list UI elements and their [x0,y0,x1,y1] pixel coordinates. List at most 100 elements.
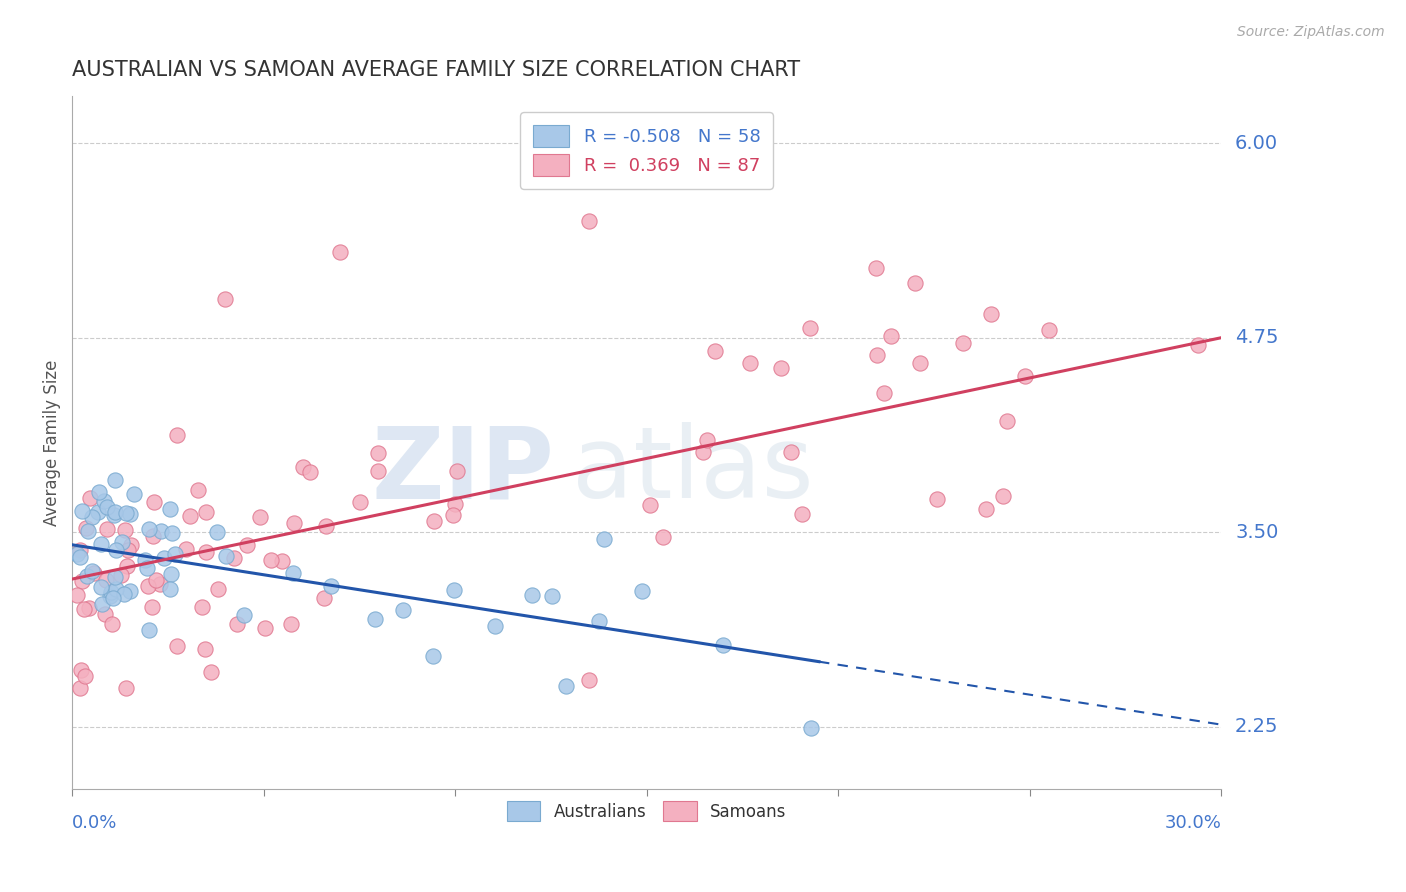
Point [122,487,145,501]
Point [441,508,464,523]
Point [740,356,762,370]
Point [484,618,506,632]
Point [588,614,610,628]
Point [76,520,98,534]
Point [90,580,112,594]
Point [1038,323,1060,337]
Point [367,464,389,478]
Point [696,433,718,447]
Point [114,523,136,537]
Text: 3.50: 3.50 [1234,523,1278,541]
Point [69,543,91,558]
Point [104,569,127,583]
Point [214,292,236,306]
Point [77,600,100,615]
Point [142,495,165,509]
Point [104,582,127,596]
Point [880,329,903,343]
Point [364,612,387,626]
Point [136,579,159,593]
Point [159,501,181,516]
Point [711,639,734,653]
Point [100,617,122,632]
Point [120,584,142,599]
Point [283,566,305,581]
Point [367,446,389,460]
Point [117,559,139,574]
Point [136,561,159,575]
Point [117,542,139,557]
Point [207,524,229,539]
Point [160,567,183,582]
Point [446,464,468,478]
Point [94,574,117,588]
Point [91,598,114,612]
Point [103,508,125,522]
Point [114,506,136,520]
Point [800,721,823,735]
Point [315,518,337,533]
Point [236,538,259,552]
Point [443,582,465,597]
Point [638,499,661,513]
Point [179,509,201,524]
Text: 6.00: 6.00 [1234,134,1278,153]
Point [195,544,218,558]
Point [134,553,156,567]
Legend: Australians, Samoans: Australians, Samoans [495,789,799,833]
Point [652,530,675,544]
Point [222,551,245,566]
Text: ZIP: ZIP [373,422,555,519]
Point [770,360,793,375]
Text: atlas: atlas [572,422,814,519]
Text: AUSTRALIAN VS SAMOAN AVERAGE FAMILY SIZE CORRELATION CHART: AUSTRALIAN VS SAMOAN AVERAGE FAMILY SIZE… [72,60,800,79]
Point [207,582,229,597]
Point [260,553,283,567]
Point [249,509,271,524]
Point [541,589,564,603]
Point [780,445,803,459]
Point [1187,338,1209,352]
Point [704,343,727,358]
Point [96,522,118,536]
Point [232,608,254,623]
Point [423,514,446,528]
Point [578,673,600,688]
Point [163,547,186,561]
Point [103,591,125,605]
Point [100,585,122,599]
Point [176,542,198,557]
Point [114,681,136,695]
Point [993,489,1015,503]
Point [90,536,112,550]
Point [104,505,127,519]
Text: 2.25: 2.25 [1234,717,1278,737]
Point [974,501,997,516]
Point [79,491,101,505]
Point [280,616,302,631]
Point [93,607,115,621]
Point [980,307,1002,321]
Y-axis label: Average Family Size: Average Family Size [44,359,60,526]
Point [138,623,160,637]
Point [873,386,896,401]
Point [1014,368,1036,383]
Point [391,602,413,616]
Point [66,547,89,561]
Point [329,245,352,260]
Point [319,579,342,593]
Point [194,641,217,656]
Point [578,214,600,228]
Text: Source: ZipAtlas.com: Source: ZipAtlas.com [1237,25,1385,39]
Point [187,483,209,498]
Point [98,589,121,603]
Point [70,574,93,588]
Point [87,505,110,519]
Point [69,663,91,677]
Point [112,587,135,601]
Point [105,543,128,558]
Point [166,428,188,442]
Point [910,355,932,369]
Point [166,640,188,654]
Point [865,260,887,275]
